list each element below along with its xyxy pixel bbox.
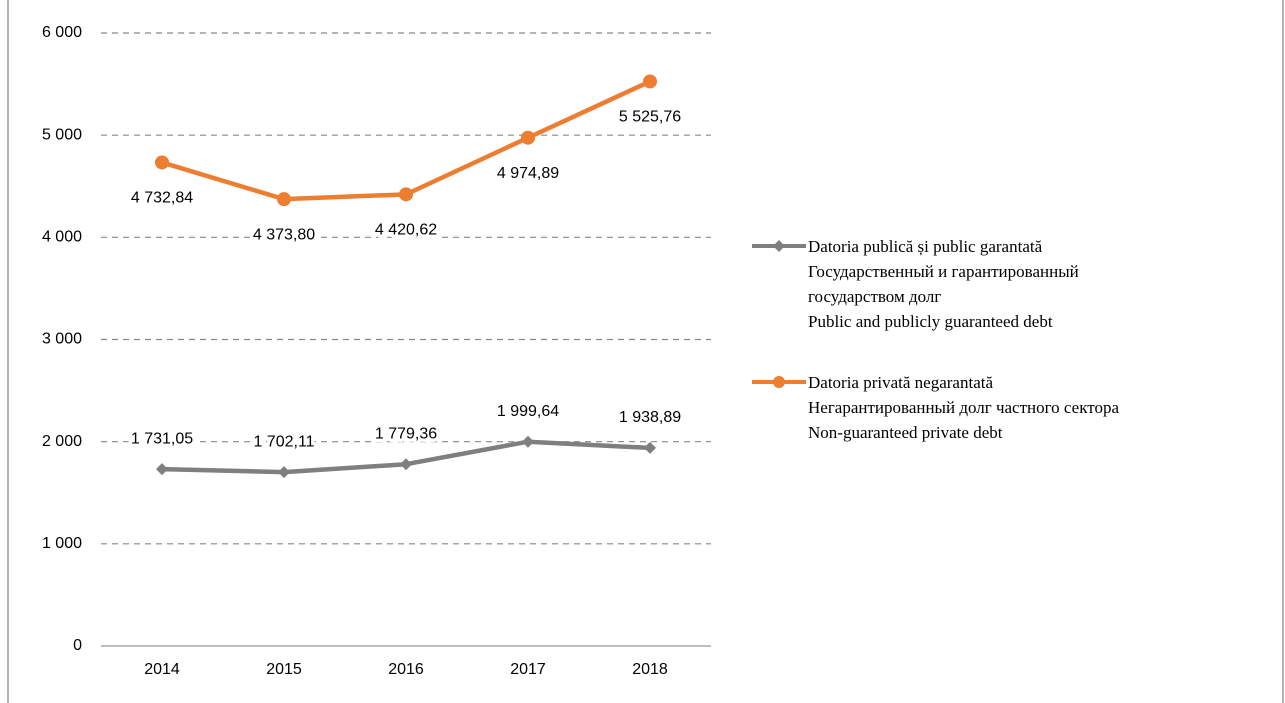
y-tick-label: 0 (73, 637, 82, 654)
marker (155, 155, 169, 170)
data-label: 5 525,76 (619, 109, 681, 126)
legend-key (752, 376, 806, 388)
legend-marker (773, 376, 785, 388)
legend-marker (773, 240, 785, 252)
marker (400, 458, 412, 471)
data-label: 4 974,89 (497, 165, 559, 182)
legend-label: Datoria publică și public garantată Госу… (808, 237, 1079, 331)
data-label: 1 731,05 (131, 430, 193, 447)
data-label: 1 999,64 (497, 403, 559, 420)
x-tick-label: 2017 (510, 661, 546, 678)
y-tick-label: 4 000 (42, 229, 82, 246)
x-tick-label: 2016 (388, 661, 424, 678)
legend-entry: Datoria privată negarantată Негарантиров… (752, 370, 1119, 445)
y-tick-label: 5 000 (42, 126, 82, 143)
marker (156, 463, 168, 476)
legend-key (752, 240, 806, 252)
series-line (161, 79, 651, 202)
legend-entry: Datoria publică și public garantată Госу… (752, 234, 1119, 334)
marker (521, 130, 535, 145)
y-tick-label: 1 000 (42, 535, 82, 552)
x-tick-label: 2014 (144, 661, 180, 678)
legend: Datoria publică și public garantată Госу… (752, 234, 1119, 481)
marker (277, 192, 291, 207)
marker (643, 74, 657, 89)
marker (278, 466, 290, 479)
x-tick-label: 2015 (266, 661, 302, 678)
x-tick-label: 2018 (632, 661, 668, 678)
marker (644, 441, 656, 454)
y-tick-label: 3 000 (42, 331, 82, 348)
legend-label: Datoria privată negarantată Негарантиров… (808, 373, 1120, 442)
data-label: 1 702,11 (253, 433, 314, 450)
marker (522, 435, 534, 448)
marker (399, 187, 413, 202)
data-label: 4 373,80 (253, 226, 315, 243)
data-label: 1 938,89 (619, 409, 681, 426)
y-tick-label: 6 000 (42, 24, 82, 41)
chart-frame (7, 0, 1284, 703)
data-label: 4 732,84 (131, 190, 193, 207)
y-tick-label: 2 000 (42, 433, 82, 450)
data-label: 4 420,62 (375, 222, 437, 239)
data-label: 1 779,36 (375, 425, 437, 442)
